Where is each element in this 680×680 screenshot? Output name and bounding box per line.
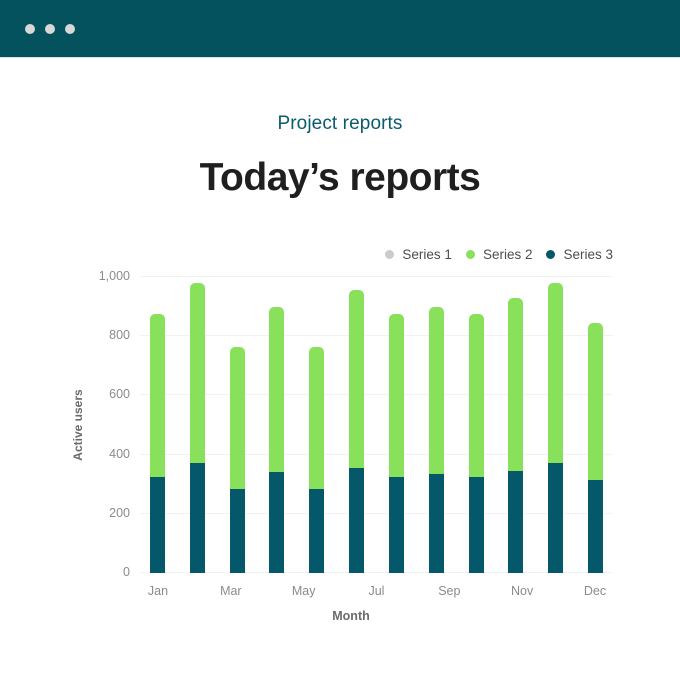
bar-jun — [349, 277, 365, 573]
x-tick-label: Dec — [583, 584, 607, 598]
legend-label: Series 3 — [563, 247, 613, 262]
y-tick-label: 800 — [109, 328, 130, 343]
x-tick-label: Jul — [368, 584, 385, 598]
bar-segment — [548, 282, 564, 464]
report-subtitle: Project reports — [277, 113, 403, 134]
bar-segment — [468, 476, 484, 573]
legend-dot-icon — [465, 250, 475, 259]
x-tick-label: May — [291, 584, 316, 598]
bar-segment — [587, 479, 603, 573]
bar-aug — [428, 277, 444, 573]
y-tick-label: 1,000 — [98, 269, 130, 283]
bar-segment — [150, 476, 165, 573]
bar-feb — [189, 277, 205, 573]
legend-dot-icon — [385, 250, 395, 259]
legend-label: Series 1 — [402, 247, 452, 262]
y-tick-label: 600 — [109, 387, 130, 402]
y-tick-label: 0 — [123, 565, 130, 579]
bar-segment — [428, 306, 444, 474]
bar-segment — [189, 463, 205, 573]
window-dot — [65, 23, 75, 34]
bar-oct — [508, 277, 524, 573]
legend-item: Series 2 — [465, 247, 533, 262]
bar-segment — [388, 476, 404, 573]
bar-jan — [150, 277, 165, 573]
x-tick-label: Jan — [147, 584, 169, 598]
bar-apr — [269, 277, 285, 573]
x-axis-tick-labels: Jan Mar May Jul Sep Nov Dec — [140, 584, 613, 598]
bar-segment — [349, 290, 365, 468]
x-tick-label: Mar — [220, 584, 242, 598]
y-tick-label: 400 — [109, 446, 130, 461]
bar-mar — [229, 277, 245, 573]
window-titlebar — [0, 0, 680, 58]
chart-legend: Series 1 Series 2 Series 3 — [385, 247, 613, 262]
bar-segment — [508, 297, 524, 471]
bar-group — [140, 277, 613, 573]
bar-segment — [229, 488, 245, 573]
gridline — [140, 276, 613, 277]
bar-segment — [309, 488, 325, 573]
bar-segment — [269, 306, 285, 473]
gridline — [140, 512, 613, 514]
bar-segment — [548, 463, 564, 573]
bar-sep — [468, 277, 484, 573]
bar-segment — [229, 346, 245, 489]
bar-segment — [388, 314, 404, 477]
legend-item: Series 3 — [546, 247, 613, 262]
bar-segment — [349, 467, 365, 573]
x-tick-label: Sep — [438, 584, 461, 598]
legend-item: Series 1 — [385, 247, 452, 262]
bar-segment — [468, 314, 484, 477]
legend-label: Series 2 — [482, 247, 533, 262]
page-title: Today’s reports — [199, 156, 481, 199]
bar-nov — [548, 277, 564, 573]
bar-segment — [587, 322, 603, 480]
window-dot — [45, 23, 55, 34]
x-tick-label: Nov — [511, 584, 534, 598]
x-axis-title: Month — [332, 609, 370, 623]
bar-may — [309, 277, 325, 573]
bar-segment — [189, 282, 205, 464]
gridline — [140, 335, 613, 337]
legend-dot-icon — [546, 250, 556, 259]
window-dot — [25, 23, 35, 34]
bar-segment — [309, 346, 325, 489]
bar-segment — [150, 314, 165, 477]
bar-segment — [508, 470, 524, 573]
bar-jul — [388, 277, 404, 573]
gridline — [140, 394, 613, 396]
bar-segment — [428, 473, 444, 573]
gridline — [140, 572, 613, 573]
chart-plot-area — [140, 276, 613, 573]
bar-dec — [587, 277, 603, 573]
bar-segment — [269, 472, 285, 573]
gridline — [140, 453, 613, 455]
y-tick-label: 200 — [109, 505, 130, 520]
